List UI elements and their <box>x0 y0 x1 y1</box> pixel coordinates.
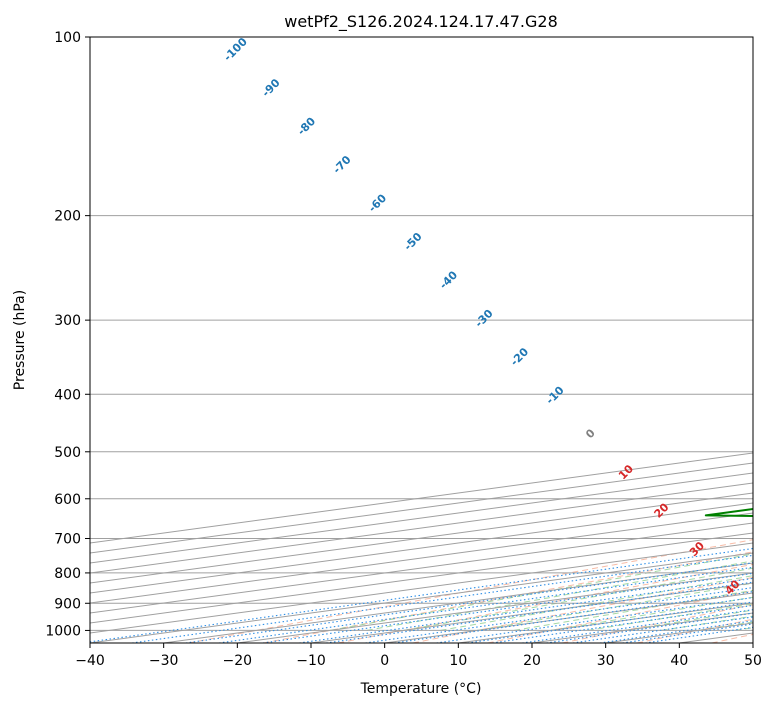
isotherm-line <box>90 532 753 624</box>
y-tick-label: 700 <box>54 532 81 548</box>
isotherm-line <box>90 512 753 604</box>
isotherm-line <box>90 472 753 564</box>
x-tick-label: 50 <box>744 653 762 669</box>
y-tick-label: 800 <box>54 566 81 582</box>
dry-adiabat-line <box>338 563 753 643</box>
y-tick-label: 200 <box>54 209 81 225</box>
y-tick-label: 400 <box>54 387 81 403</box>
mixing-ratio-line <box>394 591 753 643</box>
x-tick-label: −20 <box>223 653 253 669</box>
x-axis-ticks: −40 −30 −20 −10 0 10 20 30 40 50 <box>75 643 762 669</box>
x-tick-label: 0 <box>380 653 389 669</box>
mixing-ratio-line <box>90 547 753 643</box>
isotherm-line <box>90 452 753 544</box>
y-axis-title: Pressure (hPa) <box>12 290 28 390</box>
isotherm-line <box>90 482 753 574</box>
y-tick-label: 500 <box>54 445 81 461</box>
y-tick-label: 900 <box>54 596 81 612</box>
isotherms <box>90 452 753 643</box>
x-tick-label: −30 <box>149 653 179 669</box>
mixing-ratio-line <box>436 597 753 643</box>
x-axis-title: Temperature (°C) <box>360 681 482 697</box>
dry-adiabat-line <box>188 539 753 643</box>
dry-adiabat-line <box>412 576 753 643</box>
chart-title: wetPf2_S126.2024.124.17.47.G28 <box>284 12 558 32</box>
plot-frame <box>89 36 754 644</box>
isotherm-line <box>90 502 753 594</box>
dry-adiabats <box>188 539 753 643</box>
x-tick-label: 40 <box>670 653 688 669</box>
mixing-ratio-line <box>131 554 753 643</box>
mixing-ratio-line <box>365 587 753 643</box>
y-tick-label: 100 <box>54 30 81 46</box>
mixing-ratio-lines <box>90 547 753 643</box>
x-tick-label: −10 <box>296 653 326 669</box>
x-tick-label: −40 <box>75 653 105 669</box>
x-tick-label: 30 <box>597 653 615 669</box>
isotherm-line <box>90 492 753 584</box>
plot-layer: 0.10.20.40.611.52346810131620253036 -100… <box>90 37 753 643</box>
isotherm-line <box>90 462 753 554</box>
y-axis-ticks: 100 200 300 400 500 600 700 800 900 1000 <box>45 30 90 639</box>
y-tick-label: 1000 <box>45 623 81 639</box>
x-tick-label: 20 <box>523 653 541 669</box>
isotherm-line <box>90 522 753 614</box>
y-tick-label: 300 <box>54 313 81 329</box>
y-tick-label: 600 <box>54 492 81 508</box>
x-tick-label: 10 <box>449 653 467 669</box>
